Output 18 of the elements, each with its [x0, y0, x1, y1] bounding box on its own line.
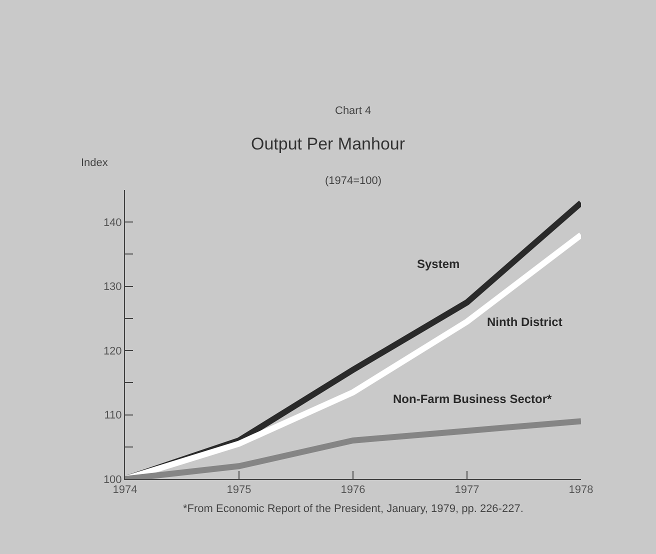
y-tick-label: 120	[103, 345, 122, 358]
text: *From Economic Report of the President, January, 1979, pp. 226-227.	[183, 503, 524, 515]
chart-title: Output Per Manhour	[250, 134, 406, 154]
chart-subtitle: (1974=100)	[325, 175, 382, 187]
caption: Chart 4	[335, 105, 372, 117]
y-tick-label: 100	[103, 474, 122, 486]
x-tick-label: 1974	[112, 484, 138, 496]
x-tick-label: 1976	[340, 484, 366, 496]
x-tick-label: 1975	[226, 484, 252, 496]
x-tick-label: 1978	[568, 484, 594, 496]
text: System	[417, 257, 460, 271]
x-tick-label: 1977	[454, 484, 480, 496]
y-tick-label: 130	[103, 281, 122, 294]
y-tick-label: 110	[104, 410, 122, 422]
series-label: Non-Farm Business Sector*	[393, 392, 552, 406]
series-label: Ninth District	[487, 315, 562, 329]
y-axis-title: Index	[81, 157, 108, 169]
y-tick-label: 140	[103, 216, 122, 229]
